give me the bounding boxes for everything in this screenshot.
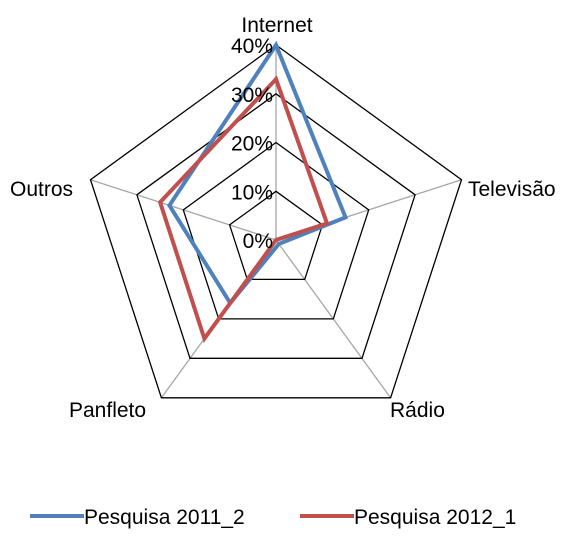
legend-label-2: Pesquisa 2012_1 — [354, 506, 516, 529]
category-label-rádio: Rádio — [390, 399, 445, 422]
tick-label-4: 40% — [231, 35, 273, 58]
tick-label-layer: 0% 10% 20% 30% 40% — [231, 35, 273, 253]
category-label-outros: Outros — [10, 178, 73, 201]
legend: Pesquisa 2011_2 Pesquisa 2012_1 — [30, 506, 516, 529]
tick-label-0: 0% — [243, 230, 273, 253]
series-line-1 — [167, 40, 349, 307]
category-label-panfleto: Panfleto — [69, 399, 146, 422]
tick-label-2: 20% — [231, 133, 273, 156]
tick-label-1: 10% — [231, 181, 273, 204]
series-layer — [157, 40, 349, 343]
grid-ring-1 — [228, 190, 324, 281]
grid-ring-2 — [182, 141, 370, 320]
series-line-2 — [157, 75, 330, 343]
category-label-layer: Internet Televisão Rádio Panfleto Outros — [10, 14, 556, 422]
tick-label-3: 30% — [231, 84, 273, 107]
legend-label-1: Pesquisa 2011_2 — [84, 506, 245, 529]
category-label-internet: Internet — [241, 14, 312, 37]
grid-ring-4 — [89, 44, 463, 399]
grid-ring-3 — [136, 92, 416, 359]
category-label-televisão: Televisão — [468, 178, 556, 201]
grid-layer — [89, 44, 463, 399]
